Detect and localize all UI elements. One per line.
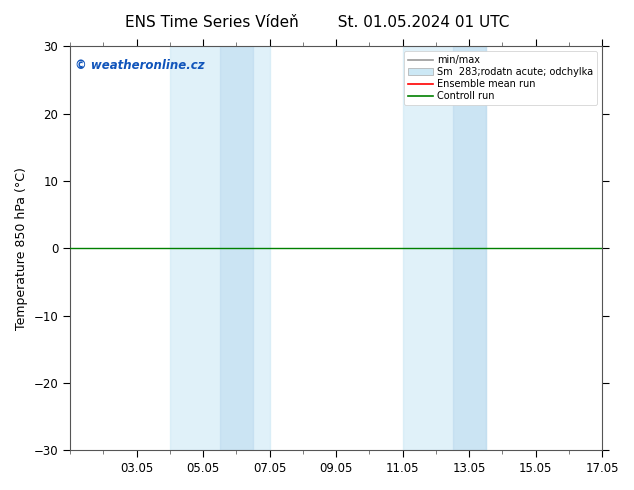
Bar [403, 47, 486, 450]
Bar [170, 47, 269, 450]
Legend: min/max, Sm  283;rodatn acute; odchylka, Ensemble mean run, Controll run: min/max, Sm 283;rodatn acute; odchylka, … [404, 51, 597, 105]
Text: © weatheronline.cz: © weatheronline.cz [75, 59, 205, 72]
Y-axis label: Temperature 850 hPa (°C): Temperature 850 hPa (°C) [15, 167, 28, 330]
Bar [453, 47, 486, 450]
Bar [220, 47, 253, 450]
Text: ENS Time Series Vídeň        St. 01.05.2024 01 UTC: ENS Time Series Vídeň St. 01.05.2024 01 … [125, 15, 509, 30]
